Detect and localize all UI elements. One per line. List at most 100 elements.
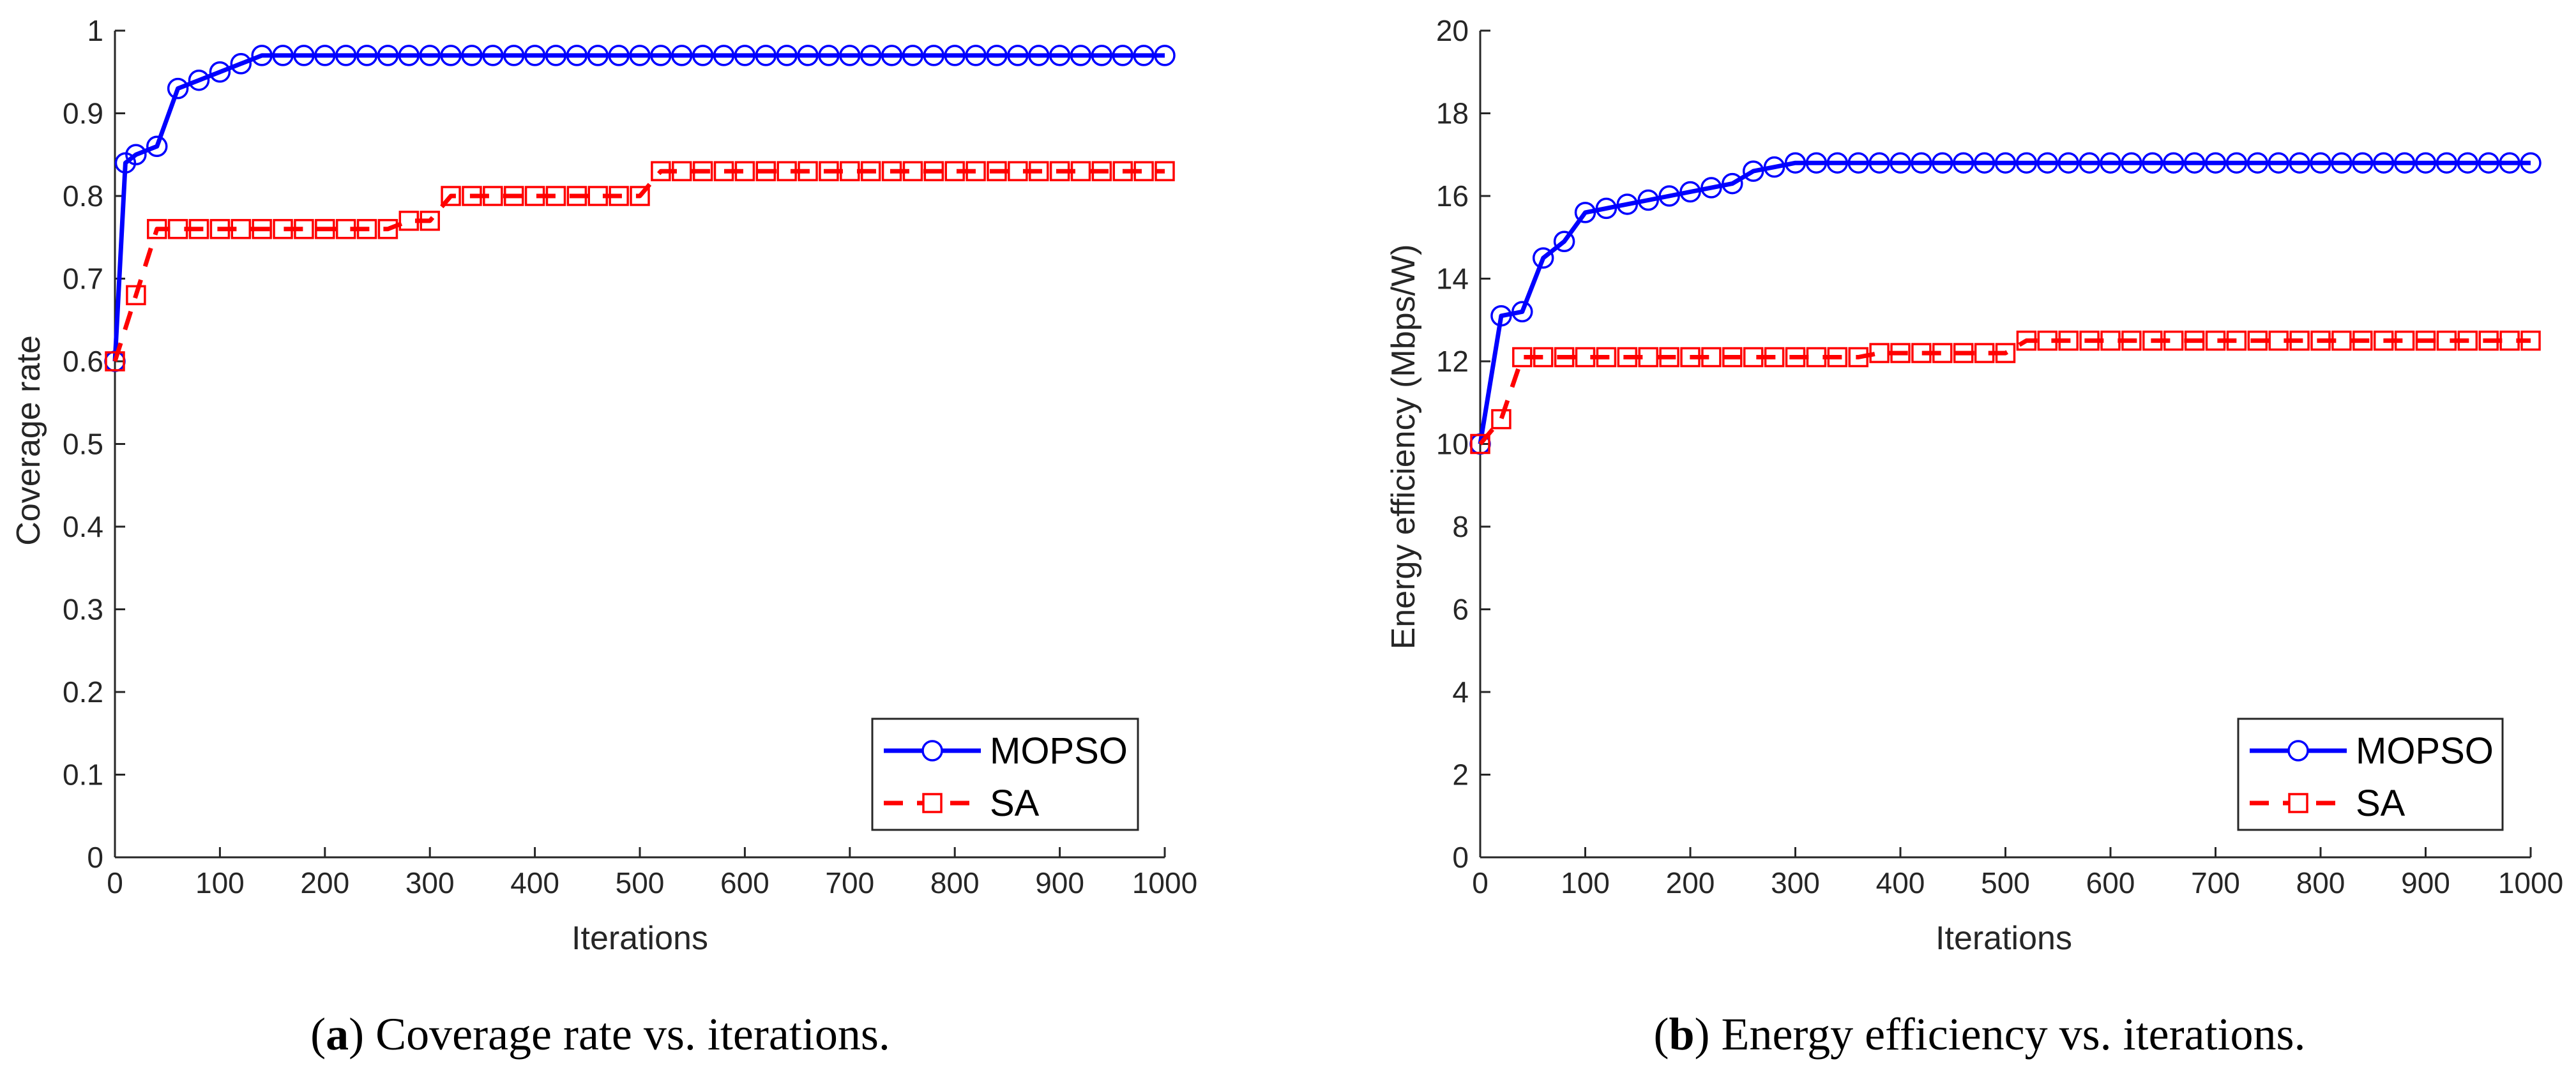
data-point-sa-a <box>420 211 440 231</box>
x-tick-label-b: 0 <box>1472 866 1489 899</box>
data-point-sa-a <box>398 211 420 231</box>
data-point-sa-a <box>881 161 902 181</box>
data-point-sa-b <box>2352 330 2373 351</box>
x-tick-label-b: 700 <box>2191 866 2240 899</box>
y-tick-label-b: 16 <box>1436 179 1469 213</box>
data-point-sa-b <box>2163 330 2184 351</box>
data-point-sa-a <box>923 161 944 181</box>
legend-marker-sa-a <box>922 793 943 813</box>
legend-box-a <box>871 718 1139 831</box>
data-point-sa-b <box>1575 347 1596 368</box>
data-point-mopso-a <box>398 45 420 66</box>
data-point-mopso-b <box>2204 152 2227 174</box>
legend-label-sa-a: SA <box>990 783 1040 824</box>
data-point-sa-b <box>1764 347 1785 368</box>
caption-text-b: Energy efficiency vs. iterations. <box>1721 1009 2305 1060</box>
data-point-mopso-b <box>1868 152 1890 174</box>
caption-b: (b) Energy efficiency vs. iterations. <box>1653 1009 2305 1060</box>
y-tick-label-a: 0.6 <box>63 345 103 378</box>
data-point-sa-a <box>126 285 146 306</box>
data-point-mopso-a <box>1007 45 1029 66</box>
data-point-mopso-a <box>902 45 924 66</box>
data-point-sa-a <box>335 219 356 239</box>
data-point-mopso-a <box>482 45 504 66</box>
data-point-sa-a <box>630 186 650 206</box>
data-point-sa-a <box>777 161 797 181</box>
data-point-mopso-a <box>797 45 819 66</box>
data-point-mopso-a <box>335 45 357 66</box>
data-point-mopso-a <box>419 45 441 66</box>
data-point-sa-a <box>1091 161 1112 181</box>
data-point-mopso-b <box>1742 160 1764 182</box>
x-tick-label-b: 900 <box>2401 866 2450 899</box>
data-point-sa-a <box>755 161 777 181</box>
data-point-mopso-b <box>2036 152 2059 174</box>
data-point-mopso-b <box>1784 152 1807 174</box>
y-tick-label-a: 1 <box>87 14 103 47</box>
x-tick-label-b: 600 <box>2086 866 2135 899</box>
data-point-sa-a <box>462 186 482 206</box>
data-point-sa-b <box>1722 347 1743 368</box>
data-point-mopso-b <box>1512 301 1533 323</box>
data-point-mopso-b <box>2121 152 2142 174</box>
data-point-mopso-b <box>2520 152 2542 174</box>
data-point-sa-a <box>944 161 965 181</box>
data-point-mopso-a <box>503 45 525 66</box>
data-point-mopso-a <box>461 45 483 66</box>
legend-label-mopso-b: MOPSO <box>2356 730 2494 772</box>
x-tick-label-b: 400 <box>1876 866 1925 899</box>
data-point-sa-b <box>2079 330 2100 351</box>
caption-letter-b: b <box>1669 1009 1694 1060</box>
data-point-mopso-b <box>1553 230 1575 252</box>
data-point-mopso-a <box>776 45 798 66</box>
x-tick-label-a: 900 <box>1035 866 1084 899</box>
data-point-sa-a <box>147 219 167 239</box>
data-point-mopso-a <box>1027 45 1050 66</box>
data-point-sa-b <box>2457 330 2478 351</box>
series-line-mopso-b <box>1478 160 2531 445</box>
data-point-sa-b <box>2289 330 2310 351</box>
chart-panel-a: 0 100 200 300 400 500 600 700 800 900 1000 0 0.1 0.2 0… <box>10 14 1197 1060</box>
series-mopso-a <box>104 45 1176 372</box>
x-tick-label-a: 600 <box>720 866 769 899</box>
data-point-sa-b <box>1701 347 1722 368</box>
data-point-sa-b <box>2037 330 2058 351</box>
data-point-mopso-a <box>608 45 630 66</box>
series-line-sa-b <box>1478 338 2531 446</box>
y-tick-label-a: 0.1 <box>63 758 103 792</box>
x-tick-label-b: 300 <box>1771 866 1820 899</box>
data-point-sa-b <box>1806 347 1827 368</box>
data-point-mopso-b <box>2310 152 2331 174</box>
y-tick-label-a: 0.3 <box>63 593 103 626</box>
data-point-sa-b <box>1848 347 1868 368</box>
data-point-sa-a <box>1070 161 1091 181</box>
data-point-sa-a <box>1049 161 1070 181</box>
x-tick-label-b: 1000 <box>2498 866 2563 899</box>
data-point-mopso-a <box>650 45 672 66</box>
data-point-mopso-b <box>1595 197 1618 220</box>
data-point-sa-b <box>2478 330 2499 351</box>
data-point-mopso-a <box>944 45 966 66</box>
data-point-sa-b <box>2310 330 2331 351</box>
x-tick-label-a: 300 <box>405 866 455 899</box>
data-point-sa-b <box>2142 330 2163 351</box>
data-point-mopso-b <box>2289 152 2310 174</box>
data-point-sa-b <box>1680 347 1701 368</box>
data-point-sa-b <box>1827 347 1848 368</box>
data-point-sa-a <box>566 186 587 206</box>
data-point-mopso-a <box>167 77 189 100</box>
data-point-mopso-b <box>1574 202 1596 223</box>
data-point-sa-b <box>1596 347 1617 368</box>
data-point-mopso-b <box>1722 172 1743 195</box>
legend-a: MOPSO SA <box>871 718 1139 831</box>
data-point-mopso-a <box>1133 45 1155 66</box>
legend-b: MOPSO SA <box>2237 718 2504 831</box>
data-point-sa-a <box>1133 161 1154 181</box>
data-point-sa-b <box>2184 330 2205 351</box>
data-point-mopso-b <box>2268 152 2289 174</box>
data-point-sa-a <box>441 186 461 206</box>
data-point-sa-b <box>1953 343 1974 363</box>
y-tick-label-a: 0.7 <box>63 262 103 296</box>
x-axis-label-a: Iterations <box>572 920 708 957</box>
